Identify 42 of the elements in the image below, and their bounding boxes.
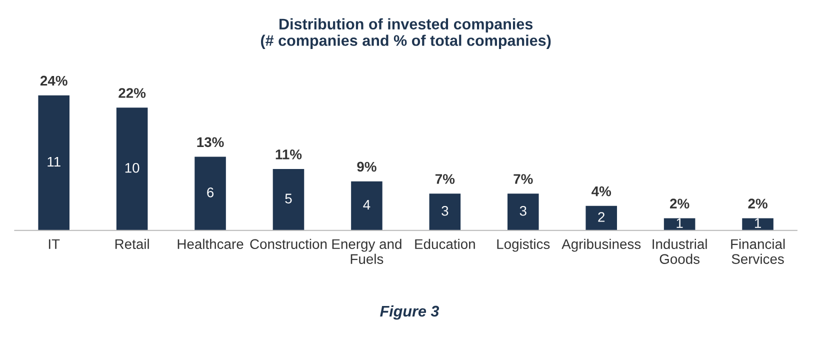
annotation: 2% <box>748 198 768 208</box>
annotation: 24% <box>40 76 68 86</box>
annotation: 11% <box>276 150 302 160</box>
bar <box>586 206 617 230</box>
data-label: 3 <box>520 206 526 216</box>
chart-title: Distribution of invested companies (# companies and % of total companies) <box>260 18 551 49</box>
data-label: 11 <box>48 156 60 166</box>
data-label: 10 <box>125 162 140 173</box>
x-tick-label: Agribusiness <box>562 238 641 252</box>
data-label: 1 <box>676 218 683 228</box>
bar <box>272 169 304 230</box>
bar <box>507 194 539 230</box>
annotation: 7% <box>514 174 533 184</box>
data-label: 1 <box>754 218 761 228</box>
caption: Figure 3 <box>380 305 440 320</box>
annotation: 2% <box>670 198 690 208</box>
annotation: 9% <box>357 162 376 172</box>
data-label: 3 <box>442 206 448 216</box>
x-tick-label: Energy and Fuels <box>332 238 402 264</box>
bar <box>38 95 70 230</box>
x-tick-label: Retail <box>115 238 149 250</box>
x-tick-label: Construction <box>250 238 327 250</box>
bar <box>742 218 774 230</box>
x-tick-label: Education <box>415 238 475 250</box>
x-tick-label: Industrial Goods <box>652 238 707 264</box>
bar <box>429 194 461 230</box>
data-label: 4 <box>363 200 370 210</box>
annotation: 7% <box>435 174 455 184</box>
bar <box>664 218 696 230</box>
data-label: 2 <box>598 212 605 222</box>
x-tick-label: Financial Services <box>731 238 785 264</box>
data-label: 5 <box>285 194 292 204</box>
bar <box>116 108 148 230</box>
annotation: 4% <box>592 186 612 196</box>
annotation: 13% <box>197 137 224 148</box>
x-tick-label: Healthcare <box>178 238 244 250</box>
data-label: 6 <box>207 188 214 198</box>
annotation: 22% <box>118 88 146 98</box>
x-tick-label: IT <box>48 239 60 249</box>
bar <box>194 156 226 230</box>
bar <box>351 181 382 230</box>
x-tick-label: Logistics <box>497 238 550 252</box>
